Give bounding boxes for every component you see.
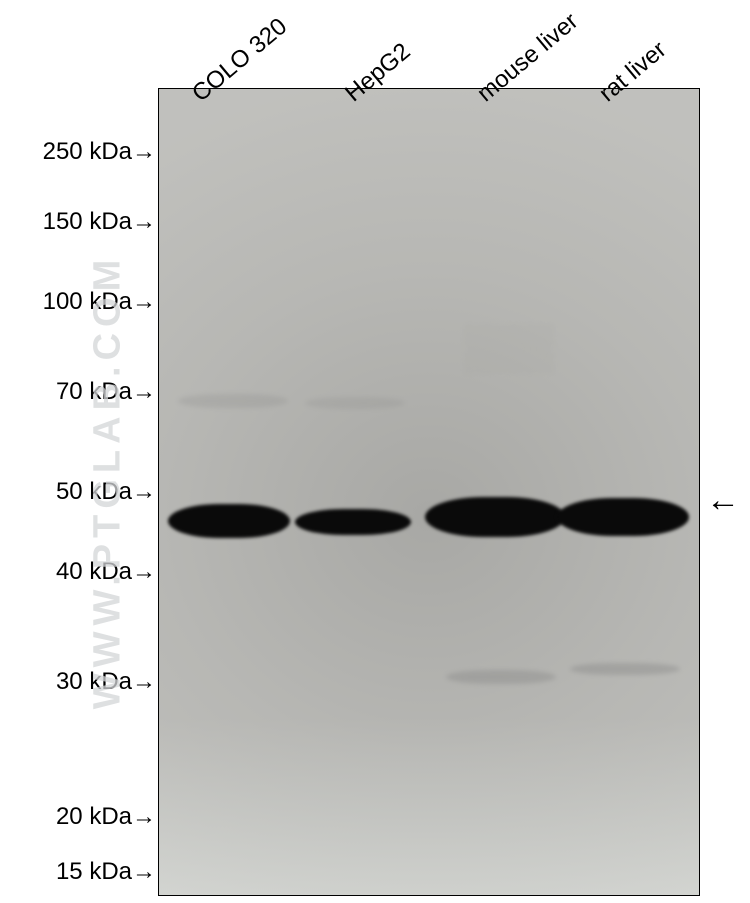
mw-marker-text: 100 kDa xyxy=(43,288,132,315)
pointer-arrow-glyph: ← xyxy=(706,481,740,519)
mw-marker-label: 150 kDa→ xyxy=(0,208,156,236)
mw-marker-arrow-icon: → xyxy=(132,208,156,236)
membrane-background xyxy=(159,89,699,895)
protein-band-faint xyxy=(570,663,680,675)
protein-band-main xyxy=(557,498,689,536)
protein-band-faint xyxy=(446,670,556,684)
protein-band-faint xyxy=(305,397,405,409)
mw-marker-label: 20 kDa→ xyxy=(0,803,156,831)
mw-marker-text: 30 kDa xyxy=(56,668,132,695)
mw-marker-text: 15 kDa xyxy=(56,858,132,885)
mw-marker-arrow-icon: → xyxy=(132,138,156,166)
mw-marker-text: 20 kDa xyxy=(56,803,132,830)
mw-marker-arrow-icon: → xyxy=(132,558,156,586)
mw-marker-label: 15 kDa→ xyxy=(0,858,156,886)
band-pointer-arrow: ← xyxy=(706,481,740,520)
mw-marker-text: 250 kDa xyxy=(43,138,132,165)
mw-marker-arrow-icon: → xyxy=(132,668,156,696)
mw-marker-arrow-icon: → xyxy=(132,478,156,506)
mw-marker-label: 70 kDa→ xyxy=(0,378,156,406)
protein-band-faint xyxy=(178,394,288,408)
membrane-artifact xyxy=(464,324,554,374)
protein-band-main xyxy=(168,504,290,538)
mw-marker-arrow-icon: → xyxy=(132,858,156,886)
mw-marker-text: 50 kDa xyxy=(56,478,132,505)
mw-marker-text: 70 kDa xyxy=(56,378,132,405)
mw-marker-label: 40 kDa→ xyxy=(0,558,156,586)
mw-marker-label: 50 kDa→ xyxy=(0,478,156,506)
mw-marker-label: 30 kDa→ xyxy=(0,668,156,696)
mw-marker-arrow-icon: → xyxy=(132,803,156,831)
figure-container: COLO 320HepG2mouse liverrat liver 250 kD… xyxy=(0,0,750,903)
mw-marker-text: 150 kDa xyxy=(43,208,132,235)
western-blot-membrane xyxy=(158,88,700,896)
mw-marker-label: 250 kDa→ xyxy=(0,138,156,166)
protein-band-main xyxy=(425,497,565,537)
mw-marker-arrow-icon: → xyxy=(132,288,156,316)
mw-marker-label: 100 kDa→ xyxy=(0,288,156,316)
mw-marker-text: 40 kDa xyxy=(56,558,132,585)
mw-marker-arrow-icon: → xyxy=(132,378,156,406)
protein-band-main xyxy=(295,509,411,535)
